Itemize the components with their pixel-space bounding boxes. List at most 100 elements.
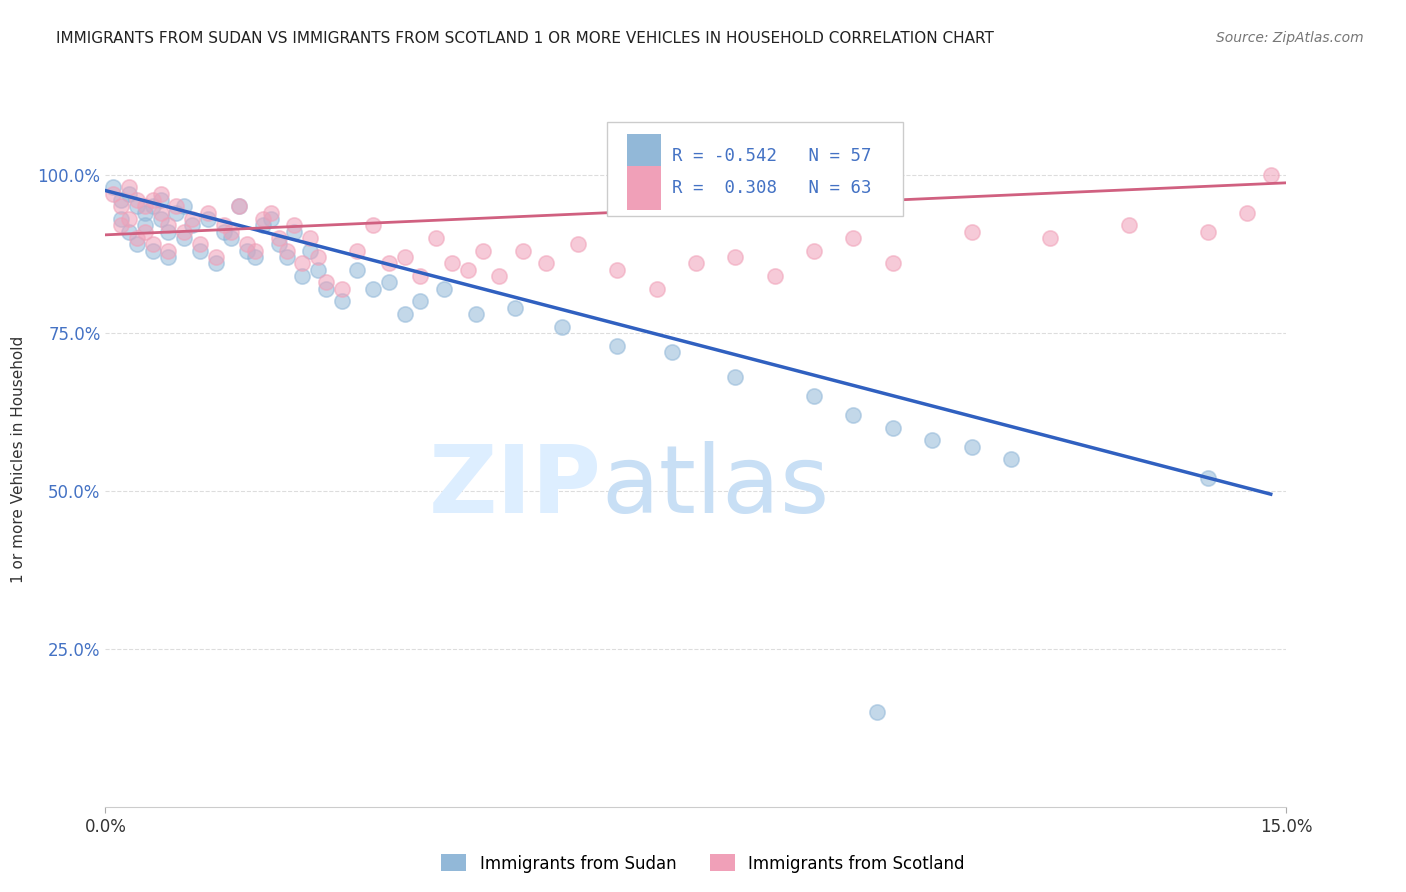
Point [276,250,298,264]
Point [440,256,463,270]
Point [118,186,141,201]
Text: ZIP: ZIP [429,442,602,533]
Point [842,408,865,422]
Y-axis label: 1 or more Vehicles in Household: 1 or more Vehicles in Household [11,335,27,583]
Text: R = -0.542   N = 57: R = -0.542 N = 57 [672,147,872,165]
Point [110,219,132,233]
Point [763,268,786,283]
Point [221,231,243,245]
Point [1236,205,1258,219]
Point [921,434,943,448]
Point [276,244,298,258]
Point [212,225,235,239]
Point [188,244,211,258]
Bar [627,135,661,178]
Point [173,199,195,213]
Point [142,244,165,258]
Point [181,219,204,233]
Point [149,193,172,207]
Point [173,231,195,245]
Point [267,237,290,252]
Point [134,205,156,219]
Point [236,244,259,258]
Point [110,199,132,213]
Point [142,237,165,252]
Point [243,244,266,258]
Point [1197,225,1219,239]
Point [118,180,141,194]
Point [606,262,628,277]
Point [142,199,165,213]
Point [291,268,314,283]
Point [204,250,226,264]
Point [134,225,156,239]
Point [236,237,259,252]
Point [472,244,495,258]
Point [409,294,432,309]
Text: R =  0.308   N = 63: R = 0.308 N = 63 [672,179,872,197]
Point [283,225,305,239]
Point [188,237,211,252]
Point [228,199,250,213]
Point [283,219,305,233]
Point [157,219,180,233]
Point [243,250,266,264]
Point [361,282,384,296]
Point [724,370,747,384]
Point [1000,452,1022,467]
Point [685,256,707,270]
Point [110,212,132,227]
Point [212,219,235,233]
Point [882,421,904,435]
Point [103,186,125,201]
Point [157,250,180,264]
Legend: Immigrants from Sudan, Immigrants from Scotland: Immigrants from Sudan, Immigrants from S… [434,847,972,880]
Text: atlas: atlas [602,442,830,533]
Point [1039,231,1062,245]
Point [125,193,148,207]
Point [260,212,283,227]
Point [181,212,204,227]
Point [134,199,156,213]
Point [197,205,219,219]
Text: Source: ZipAtlas.com: Source: ZipAtlas.com [1216,31,1364,45]
Point [503,301,526,315]
Point [882,256,904,270]
Point [661,344,683,359]
Point [803,244,825,258]
Point [267,231,290,245]
Point [551,319,574,334]
Point [960,440,983,454]
Point [457,262,479,277]
Point [361,219,384,233]
Point [252,212,274,227]
Point [960,225,983,239]
Point [103,180,125,194]
Point [165,205,187,219]
Point [606,338,628,352]
Point [866,706,889,720]
Point [157,225,180,239]
Point [433,282,456,296]
Point [142,193,165,207]
Point [464,307,486,321]
Point [221,225,243,239]
Point [425,231,447,245]
Point [110,193,132,207]
Point [125,231,148,245]
Point [291,256,314,270]
Point [842,231,865,245]
Point [1197,471,1219,485]
Point [134,219,156,233]
FancyBboxPatch shape [607,122,903,216]
Point [512,244,534,258]
Point [315,282,337,296]
Point [724,250,747,264]
Point [197,212,219,227]
Point [228,199,250,213]
Point [125,199,148,213]
Point [330,294,353,309]
Point [299,231,322,245]
Point [157,244,180,258]
Bar [627,167,661,210]
